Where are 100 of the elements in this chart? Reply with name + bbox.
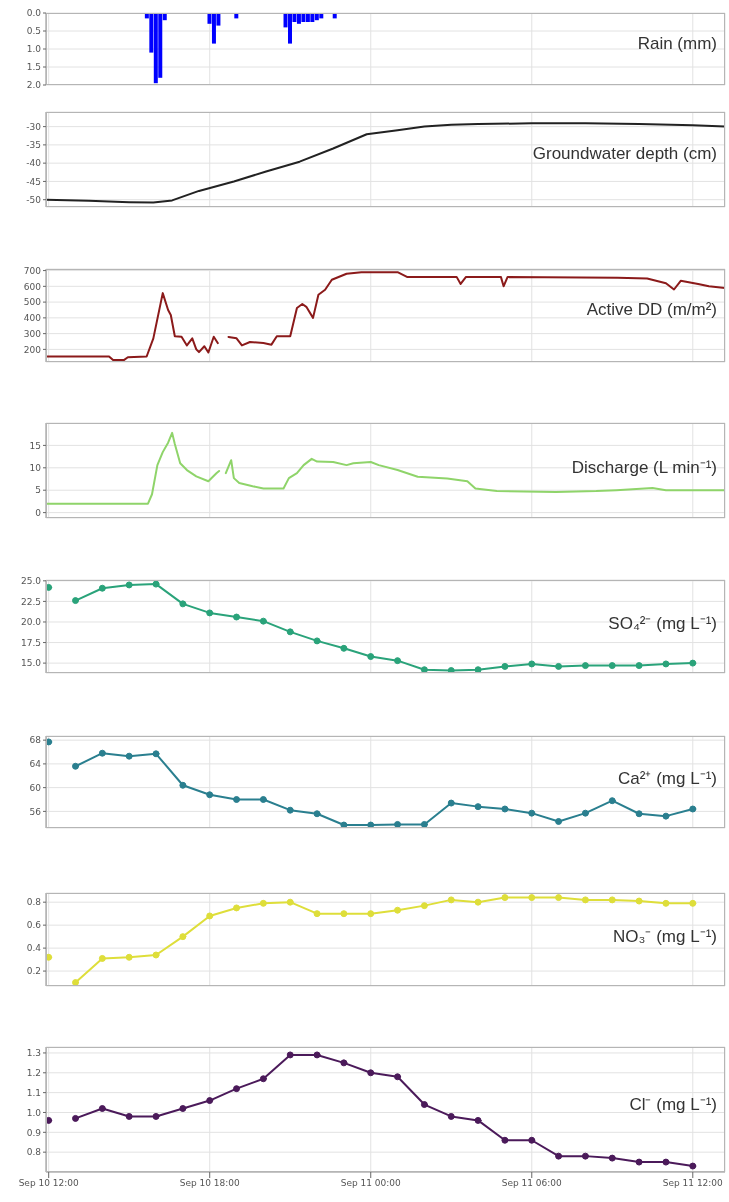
point: [635, 1158, 643, 1166]
point: [608, 896, 616, 904]
y-tick-label: 64: [29, 759, 42, 770]
point: [581, 896, 589, 904]
point: [179, 781, 187, 789]
point: [179, 933, 187, 941]
x-tick-label: Sep 10 12:00: [18, 1178, 79, 1189]
point: [367, 821, 375, 828]
text: Ca²⁺ (mg L⁻¹): [618, 768, 717, 790]
point: [528, 809, 536, 817]
point: [98, 584, 106, 592]
point: [501, 1136, 509, 1144]
text: Cl⁻ (mg L⁻¹): [629, 1094, 717, 1116]
text: NO₃⁻ (mg L⁻¹): [613, 925, 717, 947]
y-tick-label: 56: [29, 806, 42, 817]
point: [286, 1051, 294, 1059]
point: [259, 1075, 267, 1083]
point: [72, 1114, 80, 1122]
point: [420, 666, 428, 673]
point: [179, 600, 187, 608]
y-tick-label: -30: [26, 121, 42, 132]
point: [689, 899, 697, 907]
y-tick-label: 68: [29, 735, 42, 746]
point: [635, 897, 643, 905]
point: [179, 1105, 187, 1113]
text: Active DD (m/m²): [586, 299, 717, 320]
y-tick-label: 5: [35, 485, 41, 496]
y-tick-label: 1.0: [26, 44, 42, 55]
point: [420, 902, 428, 910]
y-tick-label: -50: [26, 194, 42, 205]
point: [581, 809, 589, 817]
y-tick-label: 10: [29, 463, 42, 474]
point: [313, 810, 321, 818]
point: [98, 1105, 106, 1113]
point: [635, 810, 643, 818]
y-tick-label: 300: [23, 328, 42, 339]
point: [662, 1158, 670, 1166]
point: [340, 1059, 348, 1067]
y-tick-label: 500: [23, 297, 42, 308]
point: [72, 597, 80, 605]
point: [313, 1051, 321, 1059]
point: [286, 806, 294, 814]
point: [689, 805, 697, 813]
point: [367, 1069, 375, 1077]
point: [635, 662, 643, 670]
y-tick-label: 0.2: [26, 966, 41, 977]
x-tick-label: Sep 11 00:00: [340, 1178, 402, 1189]
y-tick-label: 1.2: [26, 1067, 41, 1078]
point: [474, 1116, 482, 1124]
point: [125, 581, 133, 589]
y-tick-label: 0.8: [26, 897, 42, 908]
point: [394, 906, 402, 914]
point: [608, 797, 616, 805]
point: [152, 580, 160, 588]
point: [340, 644, 348, 652]
y-tick-label: 0: [35, 507, 42, 518]
point: [206, 1097, 214, 1105]
y-tick-label: -40: [26, 158, 42, 169]
point: [206, 609, 214, 617]
point: [313, 910, 321, 918]
y-tick-label: 600: [23, 281, 42, 292]
y-tick-label: 0.8: [26, 1147, 42, 1158]
y-tick-label: 17.5: [20, 637, 41, 648]
point: [420, 820, 428, 828]
point: [152, 1112, 160, 1120]
text: Rain (mm): [637, 34, 717, 55]
point: [340, 910, 348, 918]
point: [125, 752, 133, 760]
y-tick-label: 0.4: [26, 943, 42, 954]
x-tick-label: Sep 11 12:00: [662, 1178, 724, 1189]
x-tick-label: Sep 10 18:00: [179, 1178, 241, 1189]
point: [662, 899, 670, 907]
point: [152, 951, 160, 959]
point: [313, 637, 321, 645]
point: [125, 1112, 133, 1120]
text: SO₄²⁻ (mg L⁻¹): [608, 612, 717, 634]
point: [420, 1101, 428, 1109]
y-tick-label: -35: [26, 140, 41, 151]
text: Discharge (L min⁻¹): [571, 456, 717, 478]
point: [367, 653, 375, 661]
point: [474, 666, 482, 673]
point: [608, 1154, 616, 1162]
point: [125, 953, 133, 961]
point: [152, 750, 160, 758]
y-tick-label: 0.9: [26, 1127, 42, 1138]
point: [474, 898, 482, 906]
point: [286, 628, 294, 636]
point: [233, 613, 241, 621]
y-tick-label: 25.0: [20, 576, 42, 587]
point: [555, 894, 563, 902]
y-tick-label: 2.0: [26, 80, 42, 91]
y-tick-label: 700: [23, 265, 42, 276]
y-tick-label: 200: [23, 344, 42, 355]
point: [206, 791, 214, 799]
y-tick-label: 15.0: [20, 658, 42, 669]
point: [555, 817, 563, 825]
y-tick-label: 0.5: [26, 26, 41, 37]
y-tick-label: 400: [23, 313, 42, 324]
point: [233, 1085, 241, 1093]
text: Groundwater depth (cm): [532, 143, 717, 164]
